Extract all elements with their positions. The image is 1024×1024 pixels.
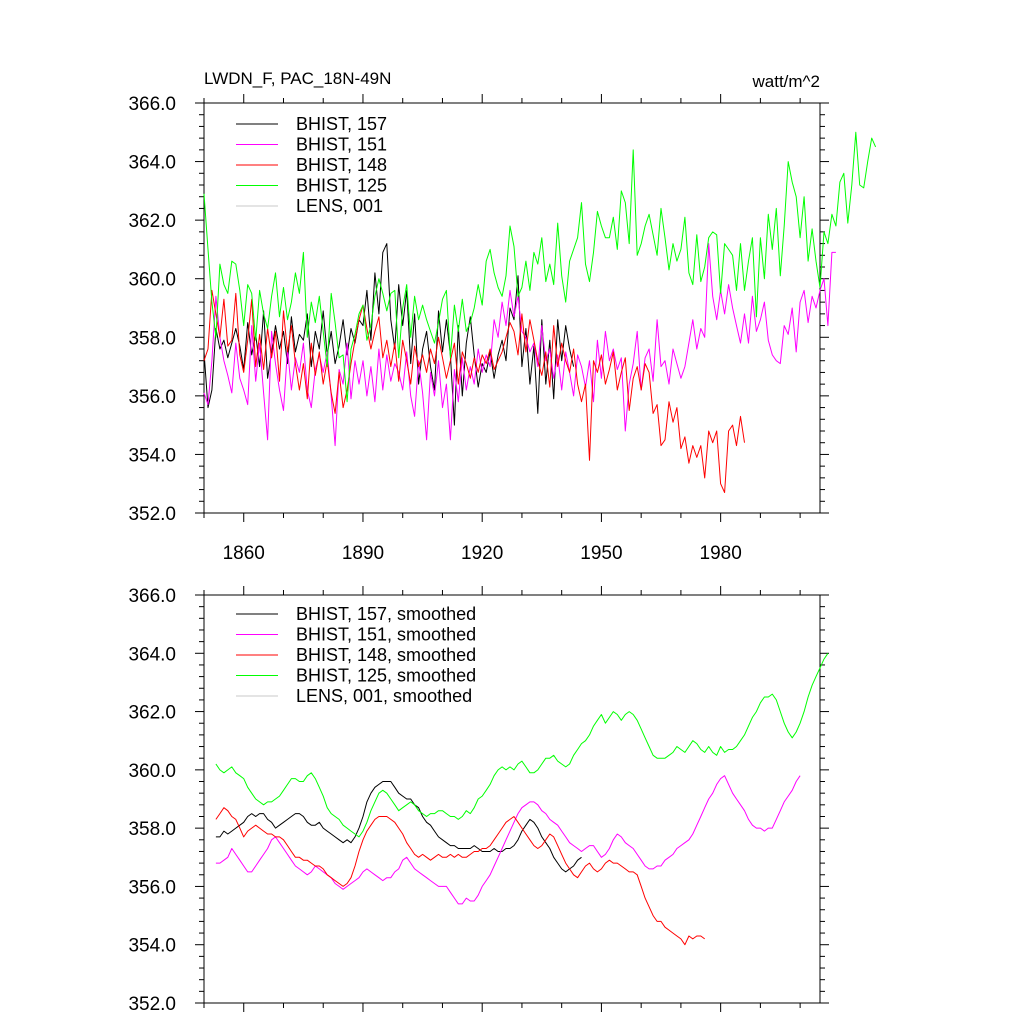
legend-label: BHIST, 125	[296, 176, 387, 196]
y-tick-label: 360.0	[128, 761, 176, 782]
y-tick-label: 362.0	[128, 211, 176, 232]
y-tick-label: 354.0	[128, 445, 176, 466]
y-tick-label: 352.0	[128, 994, 176, 1015]
y-tick-label: 366.0	[128, 586, 176, 607]
legend-label: BHIST, 157, smoothed	[296, 604, 476, 624]
series-line	[215, 807, 705, 946]
series-line	[215, 775, 801, 905]
x-tick-label: 1890	[342, 543, 384, 564]
chart-title: LWDN_F, PAC_18N-49N	[204, 69, 391, 88]
legend-label: LENS, 001, smoothed	[296, 686, 472, 706]
x-tick-label: 1950	[580, 543, 622, 564]
y-tick-label: 366.0	[128, 94, 176, 115]
y-tick-label: 364.0	[128, 153, 176, 174]
plot-frame	[203, 102, 821, 514]
y-tick-label: 354.0	[128, 936, 176, 957]
y-tick-label: 352.0	[128, 504, 176, 525]
legend-label: BHIST, 151	[296, 135, 387, 155]
bottom-panel: 352.0 354.0 356.0 358.0 360.0 362.0 364.0 366.0…	[128, 586, 829, 1015]
y-tick-label: 356.0	[128, 387, 176, 408]
legend-label: LENS, 001	[296, 196, 383, 216]
y-tick-label: 358.0	[128, 328, 176, 349]
x-tick-label: 1860	[223, 543, 265, 564]
plot-frame	[203, 594, 821, 1004]
y-tick-label: 356.0	[128, 877, 176, 898]
y-tick-label: 364.0	[128, 644, 176, 665]
series-line	[215, 653, 829, 838]
series-line	[203, 131, 877, 403]
legend-label: BHIST, 151, smoothed	[296, 625, 476, 645]
x-tick-label: 1920	[461, 543, 503, 564]
series-line	[203, 289, 745, 493]
legend-label: BHIST, 157	[296, 114, 387, 134]
legend-label: BHIST, 125, smoothed	[296, 666, 476, 686]
legend-label: BHIST, 148, smoothed	[296, 645, 476, 665]
legend-label: BHIST, 148	[296, 155, 387, 175]
series-line	[203, 243, 836, 447]
top-panel: 352.0 354.0 356.0 358.0 360.0 362.0 364.0 366.0…	[128, 94, 877, 564]
y-tick-label: 360.0	[128, 270, 176, 291]
y-tick-label: 358.0	[128, 819, 176, 840]
y-tick-label: 362.0	[128, 703, 176, 724]
units-label: watt/m^2	[752, 72, 821, 91]
series-line	[215, 781, 582, 873]
x-tick-label: 1980	[700, 543, 742, 564]
